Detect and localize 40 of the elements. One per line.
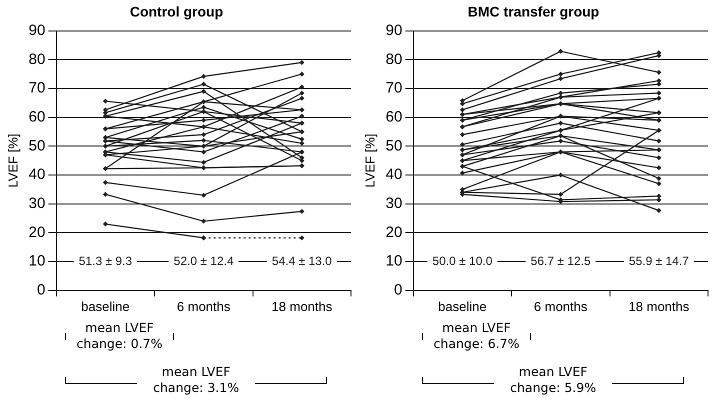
x-tick-label: 18 months — [272, 298, 333, 314]
y-tick-label: 90 — [386, 22, 402, 39]
y-axis-title: LVEF [%] — [362, 134, 378, 188]
annotation: 51.3 ± 9.3 — [78, 254, 132, 268]
chart-title: BMC transfer group — [468, 3, 600, 20]
x-tick-label: baseline — [438, 298, 487, 314]
y-tick-label: 80 — [386, 50, 402, 68]
y-tick-label: 40 — [386, 166, 402, 184]
y-tick-label: 0 — [394, 282, 402, 299]
annotation: 54.4 ± 13.0 — [272, 254, 332, 268]
y-tick-label: 60 — [28, 108, 46, 126]
y-tick-label: 90 — [28, 22, 46, 39]
text: mean LVEF change: 3.1% — [152, 364, 240, 396]
y-tick-label: 20 — [28, 224, 46, 241]
annotation: 55.9 ± 14.7 — [628, 254, 690, 268]
text: mean LVEF change: 5.9% — [509, 364, 598, 396]
y-tick-label: 10 — [28, 252, 46, 270]
annotation: 56.7 ± 12.5 — [530, 254, 591, 268]
y-tick-label: 30 — [386, 195, 402, 212]
y-tick-label: 60 — [386, 108, 402, 126]
y-tick-label: 50 — [386, 137, 402, 154]
annotation: 52.0 ± 12.4 — [174, 254, 234, 268]
x-tick-label: 6 months — [176, 298, 231, 314]
annotation: 50.0 ± 10.0 — [432, 254, 493, 268]
y-tick-label: 10 — [386, 252, 402, 270]
y-tick-label: 40 — [28, 166, 46, 184]
y-tick-label: 30 — [28, 195, 46, 212]
text: mean LVEF change: 6.7% — [432, 320, 520, 352]
y-tick-label: 0 — [36, 282, 46, 299]
x-tick-label: 6 months — [534, 298, 588, 314]
x-tick-label: 18 months — [628, 298, 690, 314]
y-axis-title: LVEF [%] — [5, 134, 20, 188]
y-tick-label: 20 — [386, 224, 402, 241]
text: mean LVEF change: 0.7% — [76, 320, 164, 352]
y-tick-label: 70 — [386, 80, 402, 97]
y-tick-label: 50 — [28, 137, 46, 154]
y-tick-label: 70 — [28, 80, 46, 97]
chart-title: Control group — [130, 3, 224, 20]
x-tick-label: baseline — [81, 298, 130, 314]
y-tick-label: 80 — [28, 50, 46, 68]
